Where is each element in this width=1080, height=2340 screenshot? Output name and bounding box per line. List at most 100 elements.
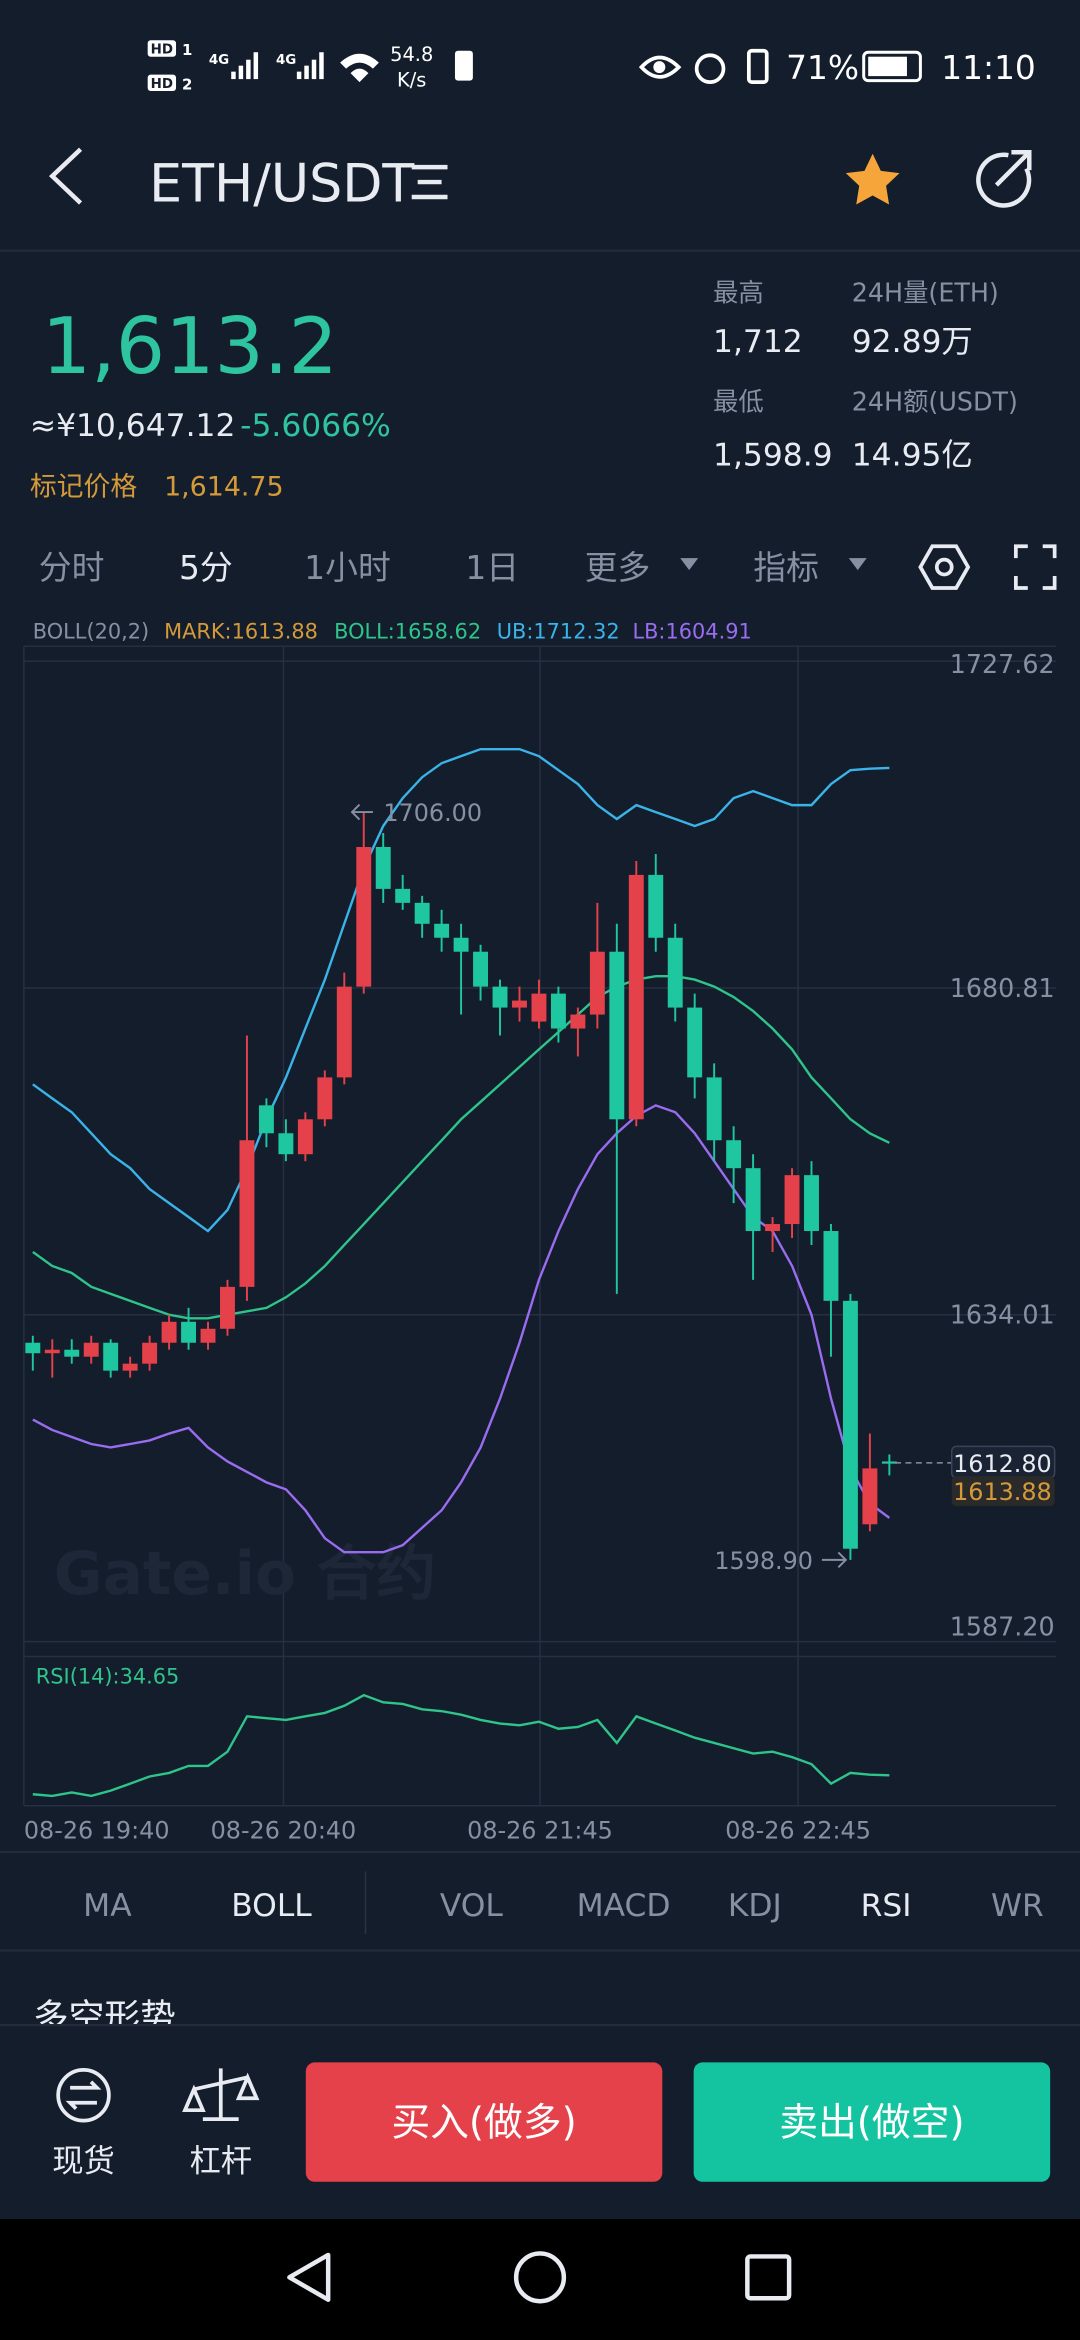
last-price-label: 1612.80 [953, 1450, 1052, 1478]
indicator-tab[interactable]: VOL [440, 1888, 504, 1924]
candle-body [317, 1077, 333, 1120]
candle-body [512, 1000, 527, 1008]
battery-icon [862, 50, 922, 83]
pair-title[interactable]: ETH/USDT [149, 154, 415, 214]
candle-body [83, 1342, 99, 1357]
interval-tab[interactable]: 分时 [39, 549, 105, 587]
ticker: 1,613.2 ≈¥10,647.12 -5.6066% 标记价格 1,614.… [30, 277, 1018, 502]
candle-body [122, 1363, 138, 1371]
candle-body [44, 1349, 60, 1354]
buy-label[interactable]: 买入(做多) [391, 2101, 576, 2146]
share-button[interactable] [976, 152, 1032, 208]
candle-body [531, 993, 547, 1022]
eye-icon-pupil [653, 61, 666, 74]
indicator-tab[interactable]: MACD [577, 1888, 671, 1924]
nav-home[interactable] [513, 2251, 567, 2304]
interval-tab[interactable]: 1小时 [304, 549, 390, 587]
turnover-value: 14.95亿 [852, 438, 973, 474]
candle-body [492, 986, 508, 1008]
rsi-label: RSI(14):34.65 [36, 1664, 180, 1688]
spot-icon[interactable] [56, 2068, 111, 2123]
indicator-tab-active[interactable]: RSI [861, 1888, 912, 1924]
candle-body [842, 1300, 858, 1549]
mark-price: 1,614.75 [164, 471, 284, 502]
nav-back[interactable] [287, 2252, 331, 2302]
high-label: 最高 [713, 277, 764, 307]
interval-tab[interactable]: 1日 [465, 549, 519, 587]
network-label: 4G [209, 53, 229, 68]
indicator-tab[interactable]: WR [991, 1888, 1044, 1924]
candle-body [784, 1175, 800, 1225]
indicator-menu[interactable]: 指标 [753, 549, 819, 587]
pair-menu-icon[interactable] [411, 164, 448, 200]
fullscreen-button[interactable] [1013, 544, 1057, 590]
candle-body [881, 1461, 897, 1464]
sim-badge [147, 74, 177, 92]
candle-body [258, 1105, 274, 1134]
bottom-bar: 现货 杠杆 买入(做多) 卖出(做空) [0, 2023, 1080, 2220]
volume-value: 92.89万 [852, 324, 973, 360]
y-tick-label: 1727.62 [950, 649, 1055, 679]
candle-body [589, 951, 605, 1015]
legend-lb: LB:1604.91 [632, 620, 751, 644]
header: ETH/USDT [48, 147, 1032, 214]
candle-body [434, 923, 450, 938]
candle-body [667, 937, 683, 1008]
mark-price-label: 标记价格 [30, 471, 138, 502]
alarm-icon [694, 53, 726, 84]
leverage-icon[interactable] [182, 2068, 260, 2121]
indicator-tab[interactable]: MA [83, 1888, 132, 1924]
y-tick-label: 1634.01 [950, 1300, 1055, 1330]
candle-body [453, 937, 469, 952]
candle-body [25, 1342, 41, 1354]
candle-body [745, 1168, 761, 1232]
wifi-icon [340, 53, 379, 83]
low-value: 1,598.9 [713, 438, 833, 474]
candle-body [414, 902, 430, 924]
sell-button[interactable] [693, 2062, 1051, 2182]
nav-bg [0, 2219, 1080, 2340]
leverage-label[interactable]: 杠杆 [189, 2143, 252, 2179]
indicator-legend: BOLL(20,2) MARK:1613.88 BOLL:1658.62 UB:… [33, 620, 752, 644]
candle-body [142, 1342, 158, 1364]
sim-badge-text: HD [151, 77, 173, 92]
interval-tab-active[interactable]: 5分 [179, 549, 233, 587]
legend-ub: UB:1712.32 [497, 620, 620, 644]
candle-body [473, 951, 489, 987]
settings-button[interactable] [918, 544, 971, 590]
time-label: 08-26 21:45 [467, 1817, 613, 1845]
buy-button[interactable] [305, 2062, 663, 2182]
sell-label[interactable]: 卖出(做空) [779, 2101, 964, 2146]
back-button[interactable] [48, 147, 83, 205]
indicator-tab-active[interactable]: BOLL [231, 1888, 312, 1924]
eye-icon [638, 55, 682, 79]
interval-more[interactable]: 更多 [585, 549, 651, 587]
mark-price-label: 1613.88 [953, 1478, 1052, 1506]
interval-tabs: 分时 5分 1小时 1日 更多 指标 [39, 544, 1057, 590]
candle-body [862, 1468, 878, 1525]
nav-recents[interactable] [745, 2254, 792, 2301]
candle-body [356, 846, 372, 987]
low-marker-arrow [821, 1551, 848, 1569]
sim-slot: 2 [182, 76, 192, 94]
boll-upper [32, 747, 890, 1233]
spot-label[interactable]: 现货 [52, 2143, 115, 2179]
candle-body [297, 1119, 313, 1155]
favorite-star[interactable] [845, 153, 900, 205]
net-speed: 54.8 [390, 43, 433, 66]
kline-chart: 1727.62 1680.81 1634.01 1587.20 1706.00 1598.… [23, 649, 1057, 1798]
candle-body [239, 1140, 255, 1287]
boll-middle [32, 974, 890, 1320]
watermark: Gate.io 合约 [54, 1540, 436, 1609]
indicator-tab[interactable]: KDJ [728, 1888, 782, 1924]
clock: 11:10 [941, 49, 1036, 87]
candle-body [336, 986, 352, 1078]
time-label: 08-26 20:40 [211, 1817, 357, 1845]
candle-body [687, 1007, 703, 1078]
high-marker-label: 1706.00 [383, 799, 482, 827]
network-label: 4G [276, 53, 296, 68]
spot-icon-arrows [65, 2080, 102, 2111]
low-label: 最低 [713, 386, 764, 416]
